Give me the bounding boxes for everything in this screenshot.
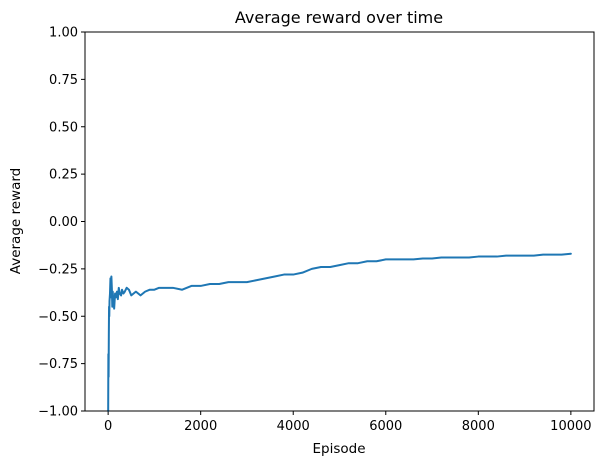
- x-tick-label: 6000: [369, 419, 402, 434]
- chart-title: Average reward over time: [235, 8, 443, 27]
- y-tick-label: 0.50: [49, 120, 78, 135]
- y-tick-label: −0.75: [38, 357, 78, 372]
- x-tick-label: 0: [104, 419, 112, 434]
- y-tick-label: 0.00: [49, 215, 78, 230]
- y-tick-label: 0.25: [49, 168, 78, 183]
- y-tick-label: 0.75: [49, 73, 78, 88]
- y-axis-ticks: −1.00 −0.75 −0.50 −0.25 0.00 0.25 0.50 0.75 1.00: [38, 26, 85, 420]
- x-tick-label: 10000: [550, 419, 591, 434]
- x-tick-label: 8000: [462, 419, 495, 434]
- x-axis-label: Episode: [312, 441, 365, 457]
- y-tick-label: 1.00: [49, 26, 78, 41]
- x-tick-label: 4000: [277, 419, 310, 434]
- x-tick-label: 2000: [184, 419, 217, 434]
- y-tick-label: −1.00: [38, 405, 78, 420]
- plot-frame: [84, 31, 595, 412]
- y-tick-label: −0.25: [38, 262, 78, 277]
- y-axis-label: Average reward: [8, 168, 24, 274]
- x-axis-ticks: 0 2000 4000 6000 8000 10000: [104, 411, 592, 434]
- plot-lines: [107, 252, 572, 412]
- series-line: [107, 252, 572, 412]
- y-tick-label: −0.50: [38, 310, 78, 325]
